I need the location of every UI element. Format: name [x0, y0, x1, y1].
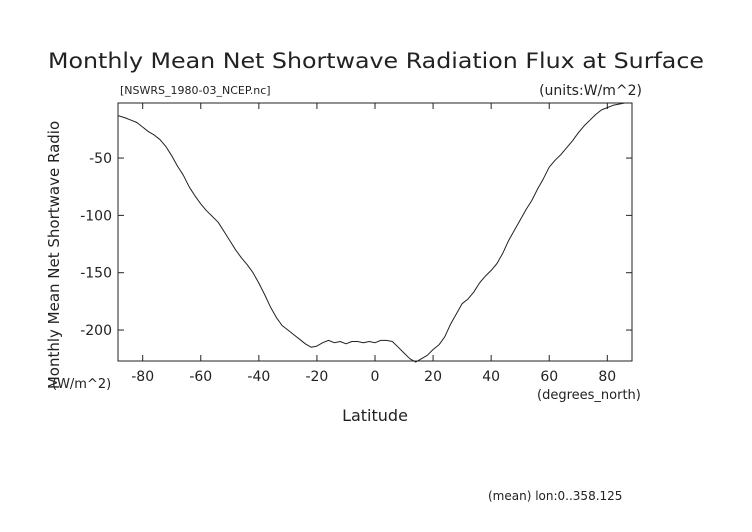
chart-subtitle-right: (units:W/m^2): [539, 83, 642, 99]
chart-subtitle-left: [NSWRS_1980-03_NCEP.nc]: [120, 84, 271, 97]
x-axis-label: Latitude: [342, 406, 408, 425]
x-tick-label: 60: [540, 369, 558, 385]
series-line: [117, 102, 632, 363]
y-tick-label: -150: [80, 266, 112, 282]
x-tick-label: -60: [189, 369, 212, 385]
plot-frame: [117, 102, 633, 362]
y-axis-units: (W/m^2): [52, 377, 111, 392]
y-axis-label: Monthly Mean Net Shortwave Radio: [45, 121, 63, 389]
y-tick-label: -200: [80, 323, 112, 339]
x-tick-label: 40: [482, 369, 500, 385]
y-axis-ticks: -50 -100 -150 -200: [80, 151, 632, 339]
x-tick-label: 0: [371, 369, 380, 385]
y-tick-label: -100: [80, 208, 112, 224]
x-tick-label: 80: [598, 369, 616, 385]
chart-title: Monthly Mean Net Shortwave Radiation Flu…: [48, 49, 704, 73]
x-tick-label: -40: [247, 369, 270, 385]
x-tick-label: -80: [131, 369, 154, 385]
footnote: (mean) lon:0..358.125: [488, 489, 622, 503]
x-tick-label: 20: [424, 369, 442, 385]
series-layer: [117, 102, 632, 363]
x-axis-ticks: -80 -60 -40 -20 0 20 40 60 80: [131, 103, 616, 385]
x-axis-units: (degrees_north): [537, 388, 641, 403]
x-tick-label: -20: [305, 369, 328, 385]
y-tick-label: -50: [89, 151, 112, 167]
